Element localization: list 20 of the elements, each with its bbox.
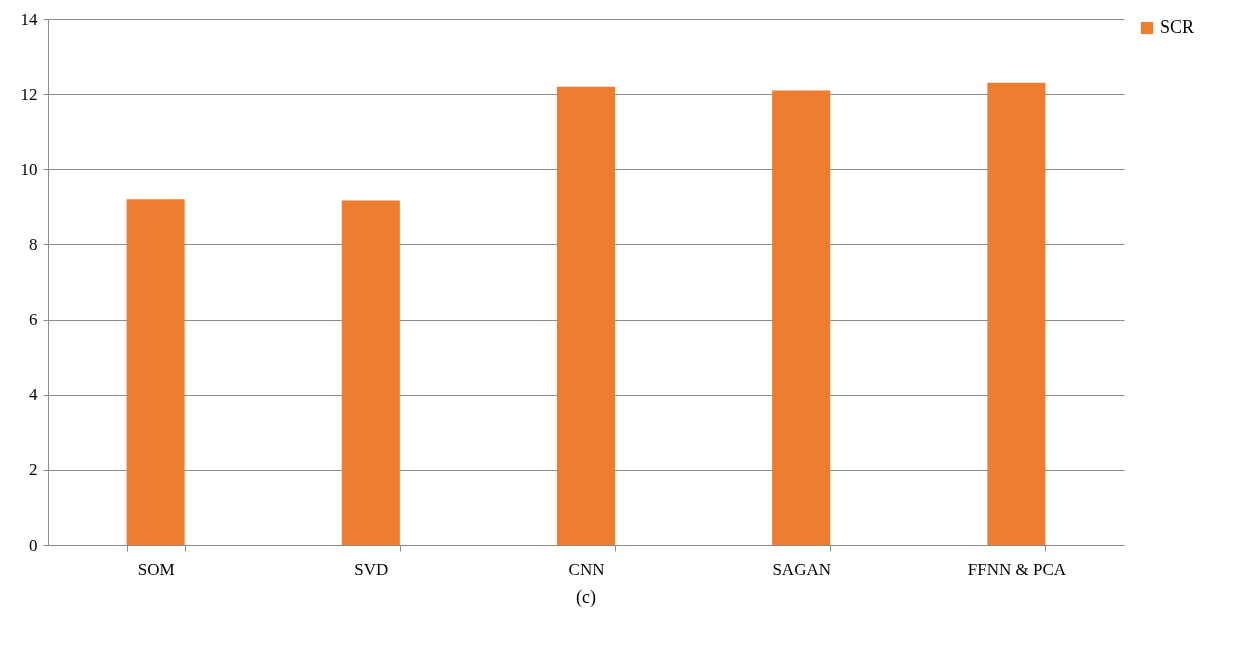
y-tick-label: 6 [29,310,38,330]
bar [341,200,400,545]
y-tick-label: 0 [29,535,38,555]
bar [556,86,616,545]
x-tick-label: SOM [137,559,175,579]
y-tick-label: 12 [20,84,38,104]
y-tick-label: 14 [20,9,38,29]
y-tick-label: 2 [29,460,38,480]
bar [987,82,1046,545]
bar [772,90,831,545]
y-tick-label: 4 [29,385,38,405]
y-tick-label: 10 [20,159,38,179]
x-tick-label: CNN [568,559,605,579]
bar [126,199,185,545]
x-tick-label: FFNN & PCA [967,559,1067,579]
x-tick-label: SVD [354,559,389,579]
text: (c) [576,587,596,608]
x-tick-label: SAGAN [772,559,831,579]
y-tick-label: 8 [29,234,38,254]
legend-label: SCR [1160,17,1195,37]
